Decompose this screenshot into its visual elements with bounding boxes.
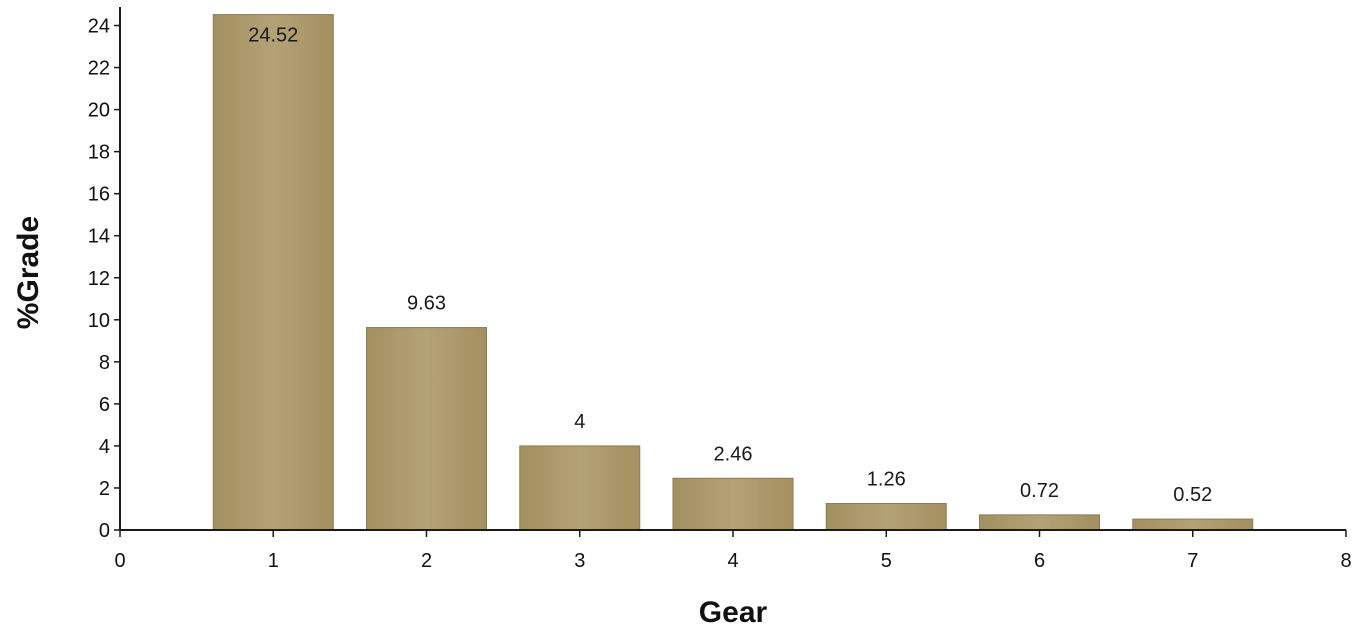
y-axis-title: %Grade bbox=[12, 216, 45, 329]
x-tick-label: 1 bbox=[268, 550, 279, 572]
y-tick-label: 6 bbox=[99, 394, 110, 416]
bar-gear-3 bbox=[519, 445, 641, 531]
x-tick-label: 8 bbox=[1340, 550, 1351, 572]
bar-gear-1 bbox=[212, 14, 334, 531]
bar-gear-6 bbox=[979, 514, 1100, 531]
y-tick-label: 0 bbox=[99, 520, 110, 542]
x-tick-label: 0 bbox=[114, 550, 125, 572]
y-tick-label: 2 bbox=[99, 478, 110, 500]
y-tick-label: 10 bbox=[88, 310, 110, 332]
x-tick-label: 3 bbox=[574, 550, 585, 572]
x-tick-label: 6 bbox=[1034, 550, 1045, 572]
data-label-gear-3: 4 bbox=[574, 411, 585, 433]
data-label-gear-2: 9.63 bbox=[407, 293, 446, 315]
x-ticks: 0 1 2 3 4 5 6 7 8 bbox=[114, 530, 1352, 572]
x-tick-label: 7 bbox=[1187, 550, 1198, 572]
bar-gear-2 bbox=[366, 327, 487, 531]
x-tick-label: 5 bbox=[881, 550, 892, 572]
y-tick-label: 20 bbox=[88, 100, 110, 122]
y-tick-label: 14 bbox=[88, 226, 110, 248]
data-labels: 24.52 9.63 4 2.46 1.26 0.72 0.52 bbox=[248, 25, 1212, 506]
data-label-gear-7: 0.52 bbox=[1173, 484, 1212, 506]
data-label-gear-6: 0.72 bbox=[1020, 480, 1059, 502]
x-tick-label: 4 bbox=[727, 550, 738, 572]
y-tick-label: 8 bbox=[99, 352, 110, 374]
y-tick-label: 4 bbox=[99, 436, 110, 458]
bars-layer bbox=[212, 14, 1254, 531]
y-tick-label: 18 bbox=[88, 142, 110, 164]
y-tick-label: 12 bbox=[88, 268, 110, 290]
bar-gear-5 bbox=[825, 503, 947, 531]
x-tick-label: 2 bbox=[421, 550, 432, 572]
data-label-gear-1: 24.52 bbox=[248, 25, 298, 47]
y-tick-label: 16 bbox=[88, 184, 110, 206]
data-label-gear-4: 2.46 bbox=[714, 443, 753, 465]
bar-gear-7 bbox=[1132, 518, 1254, 531]
y-tick-label: 24 bbox=[88, 16, 110, 38]
y-tick-label: 22 bbox=[88, 58, 110, 80]
data-label-gear-5: 1.26 bbox=[867, 469, 906, 491]
bar-gear-4 bbox=[672, 477, 794, 531]
x-axis-title: Gear bbox=[699, 596, 768, 629]
